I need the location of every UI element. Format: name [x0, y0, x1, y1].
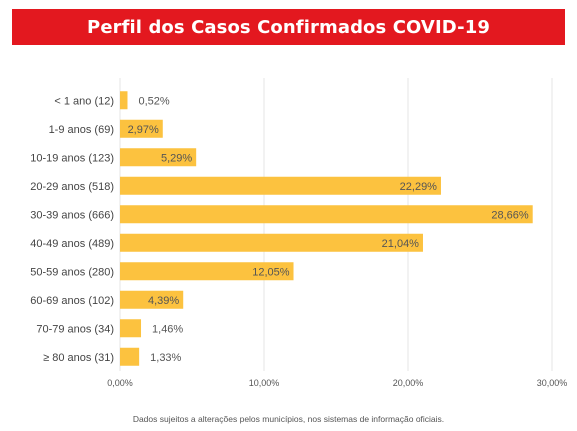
data-label: 0,52%: [138, 95, 169, 107]
data-label: 28,66%: [491, 209, 529, 221]
data-label: 5,29%: [161, 152, 192, 164]
bar: [120, 262, 294, 281]
category-label: 50-59 anos (280): [30, 266, 114, 278]
category-label: 40-49 anos (489): [30, 238, 114, 250]
bar: [120, 205, 533, 224]
category-label: 30-39 anos (666): [30, 209, 114, 221]
data-label: 2,97%: [128, 124, 159, 136]
x-tick-label: 10,00%: [249, 378, 280, 388]
bar: [120, 119, 163, 138]
bar: [120, 290, 184, 309]
data-label: 4,39%: [148, 295, 179, 307]
category-label: 20-29 anos (518): [30, 181, 114, 193]
chart-title-banner: Perfil dos Casos Confirmados COVID-19: [12, 9, 565, 45]
data-label: 22,29%: [400, 181, 438, 193]
data-label: 12,05%: [252, 266, 290, 278]
category-label: < 1 ano (12): [54, 95, 114, 107]
bar: [120, 319, 142, 338]
bar: [120, 176, 441, 195]
bar: [120, 148, 197, 167]
x-tick-label: 20,00%: [393, 378, 424, 388]
category-label: ≥ 80 anos (31): [43, 352, 114, 364]
data-label: 1,46%: [152, 323, 183, 335]
footnote: Dados sujeitos a alterações pelos municí…: [132, 414, 445, 424]
data-label: 1,33%: [150, 352, 181, 364]
category-label: 10-19 anos (123): [30, 152, 114, 164]
category-label: 70-79 anos (34): [36, 323, 114, 335]
x-tick-label: 0,00%: [107, 378, 133, 388]
x-tick-label: 30,00%: [537, 378, 568, 388]
category-label: 60-69 anos (102): [30, 295, 114, 307]
data-label: 21,04%: [382, 238, 420, 250]
category-label: 1-9 anos (69): [49, 124, 114, 136]
bar: [120, 233, 423, 252]
chart-title: Perfil dos Casos Confirmados COVID-19: [87, 16, 490, 38]
bar: [120, 91, 128, 110]
bar: [120, 347, 140, 366]
